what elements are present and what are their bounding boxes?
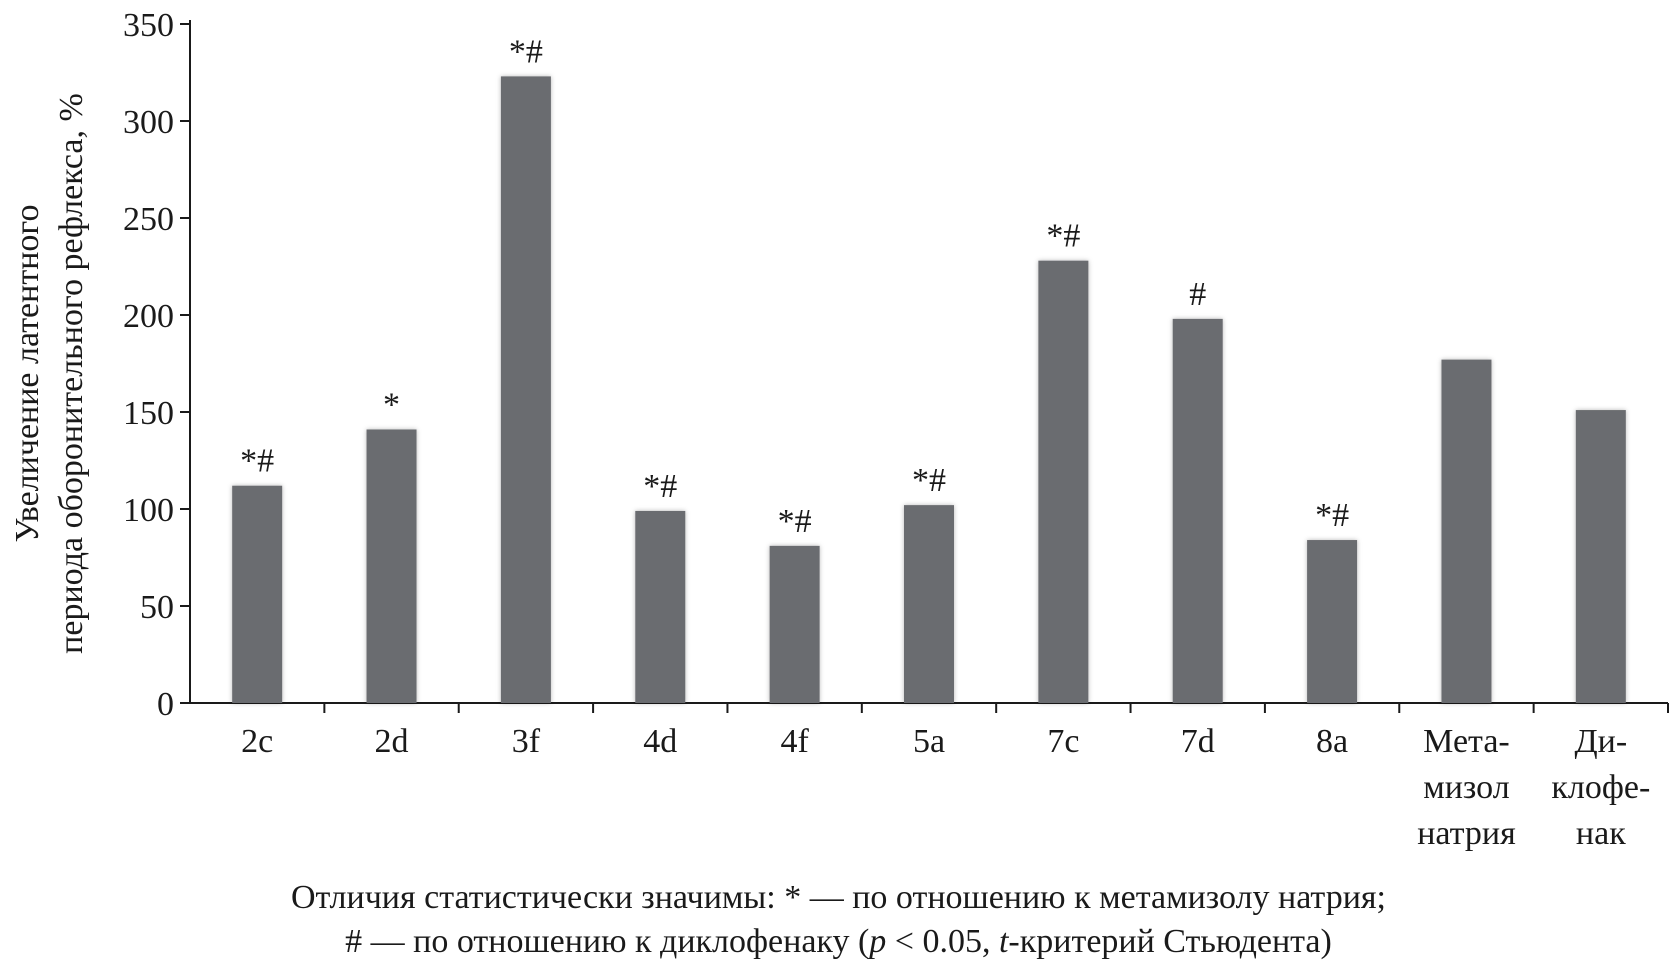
- x-tick-label: 2d: [375, 723, 409, 760]
- x-tick-label: 4d: [643, 723, 677, 760]
- footnote-line-2-start: # — по отношению к диклофенаку (: [345, 923, 870, 960]
- footnote-t-symbol: t: [998, 923, 1009, 960]
- bar: [500, 76, 551, 703]
- significance-mark: *#: [1315, 497, 1349, 534]
- x-tick-label: 3f: [512, 723, 541, 760]
- bar: [1441, 359, 1492, 703]
- bar: [635, 510, 686, 703]
- x-tick-label: 7d: [1181, 723, 1215, 760]
- y-tick-label: 150: [123, 395, 174, 432]
- x-tick-label: 7c: [1047, 723, 1079, 760]
- y-tick-label: 50: [140, 589, 174, 626]
- bar: [1307, 540, 1358, 703]
- significance-mark: *#: [778, 503, 812, 540]
- y-axis-label: Увеличение латентного периода оборонитель…: [9, 93, 90, 654]
- x-tick-label-line: 2d: [375, 723, 409, 760]
- x-tick-label-line: 2c: [241, 723, 273, 760]
- x-tick-label: Мета-мизол натрия: [1417, 723, 1516, 852]
- footnote-line-2-end: -критерий Стьюдента): [1008, 923, 1332, 960]
- significance-annotations: *# * *# *# *# *# *# # *#: [240, 33, 1349, 539]
- significance-mark: #: [1189, 276, 1206, 313]
- x-tick-label: 8a: [1316, 723, 1348, 760]
- x-tick-label-line: 4f: [780, 723, 809, 760]
- footnote-line-2-mid: < 0.05,: [886, 923, 999, 960]
- x-tick-label-line: 7d: [1181, 723, 1215, 760]
- significance-mark: *: [383, 386, 400, 423]
- y-tick-label: 100: [123, 492, 174, 529]
- x-tick-label-line: 4d: [643, 723, 677, 760]
- significance-mark: *#: [912, 462, 946, 499]
- y-axis-title-line: периода оборонительного рефлекса, %: [53, 93, 90, 654]
- x-tick-label: 2c: [241, 723, 273, 760]
- bar: [366, 429, 417, 703]
- footnote-line-1: Отличия статистически значимы: * — по от…: [290, 879, 1386, 916]
- x-tick-label-line: 7c: [1047, 723, 1079, 760]
- y-tick-label: 250: [123, 201, 174, 238]
- bar: [1038, 260, 1089, 703]
- x-tick-label: 4f: [780, 723, 809, 760]
- x-tick-label-line: 8a: [1316, 723, 1348, 760]
- bar: [769, 545, 820, 703]
- significance-mark: *#: [643, 468, 677, 505]
- y-axis-title: Увеличение латентного периода оборонитель…: [9, 93, 90, 654]
- x-tick-label-line: натрия: [1417, 815, 1516, 852]
- bar: [904, 505, 954, 703]
- footnote-p-symbol: p: [869, 923, 887, 960]
- x-tick-label: 5a: [913, 723, 945, 760]
- x-tick-label-line: нак: [1576, 815, 1626, 852]
- x-tick-label-line: 5a: [913, 723, 945, 760]
- x-tick-labels: 2c 2d 3f 4d 4f 5a 7c 7d 8a Мета-мизол натрия Ди-кло…: [241, 723, 1650, 852]
- y-axis-title-line: Увеличение латентного: [9, 205, 46, 543]
- bar: [1172, 318, 1223, 703]
- x-axis: [190, 702, 1669, 713]
- bar: [232, 485, 283, 703]
- significance-mark: *#: [509, 33, 543, 70]
- bar: [1575, 410, 1626, 703]
- x-tick-label-line: мизол: [1423, 769, 1509, 806]
- y-tick-label: 0: [157, 686, 174, 723]
- y-tick-label: 200: [123, 298, 174, 335]
- y-tick-label: 300: [123, 104, 174, 141]
- bars: [232, 76, 1626, 703]
- x-tick-label-line: Ди-: [1574, 723, 1627, 760]
- y-tick-label: 350: [123, 7, 174, 44]
- footnote-line-2: # — по отношению к диклофенаку (p < 0.05…: [0, 920, 1677, 964]
- significance-mark: *#: [1046, 218, 1080, 255]
- x-tick-label-line: Мета-: [1423, 723, 1510, 760]
- x-tick-label-line: клофе-: [1551, 769, 1650, 806]
- x-tick-label: Ди-клофе-нак: [1551, 723, 1650, 852]
- x-tick-label-line: 3f: [512, 723, 541, 760]
- significance-mark: *#: [240, 443, 274, 480]
- y-axis: 0 50 100 150 200 250 300 350: [123, 7, 191, 723]
